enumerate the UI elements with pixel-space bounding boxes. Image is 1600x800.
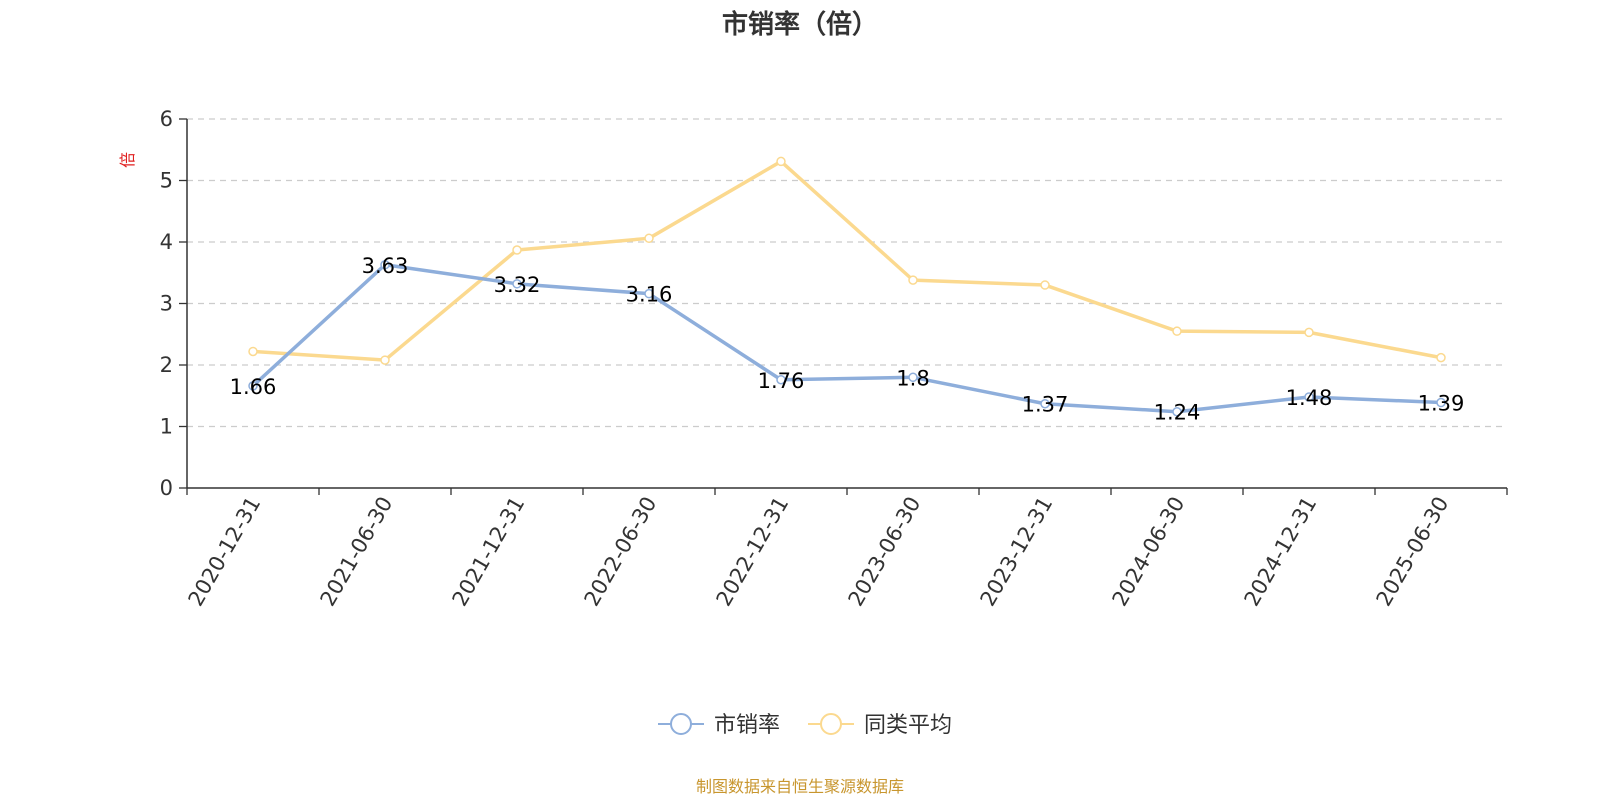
y-axis-label: 倍 bbox=[118, 152, 137, 168]
data-point[interactable] bbox=[248, 381, 258, 391]
data-label: 1.39 bbox=[1418, 392, 1465, 416]
legend-item[interactable]: 同类平均 bbox=[808, 713, 952, 738]
data-labels: 1.66 3.63 3.32 3.16 1.76 1.8 1.37 1.24 1.48 1.39 bbox=[230, 254, 1465, 425]
data-point[interactable] bbox=[1304, 392, 1314, 402]
y-tick-label: 4 bbox=[160, 230, 173, 254]
x-tick-label: 2020-12-31 bbox=[184, 493, 266, 611]
y-tick-label: 1 bbox=[160, 415, 173, 439]
data-point[interactable] bbox=[908, 275, 918, 285]
data-point[interactable] bbox=[512, 245, 522, 255]
grid-lines bbox=[187, 118, 1507, 428]
source-note: 制图数据来自恒生聚源数据库 bbox=[696, 777, 904, 796]
x-tick-label: 2021-12-31 bbox=[448, 493, 530, 611]
data-point[interactable] bbox=[1304, 327, 1314, 338]
x-tick-label: 2025-06-30 bbox=[1372, 493, 1454, 611]
data-label: 3.16 bbox=[626, 283, 673, 307]
data-point[interactable] bbox=[776, 156, 786, 167]
data-point[interactable] bbox=[512, 279, 522, 289]
data-point[interactable] bbox=[644, 233, 654, 244]
legend-marker bbox=[670, 713, 692, 735]
data-point[interactable] bbox=[1040, 398, 1050, 409]
x-tick-label: 2024-12-31 bbox=[1240, 493, 1322, 611]
data-label: 1.76 bbox=[758, 369, 805, 393]
data-point[interactable] bbox=[1040, 280, 1050, 290]
data-point[interactable] bbox=[1436, 352, 1446, 363]
legend-marker bbox=[820, 713, 842, 735]
data-point[interactable] bbox=[1172, 326, 1182, 336]
y-tick-label: 6 bbox=[160, 107, 173, 131]
data-point[interactable] bbox=[1436, 397, 1446, 408]
data-label: 3.63 bbox=[362, 254, 409, 278]
y-tick-label: 2 bbox=[160, 353, 173, 377]
y-tick-label: 5 bbox=[160, 169, 173, 193]
data-point[interactable] bbox=[1172, 406, 1182, 417]
data-label: 1.48 bbox=[1286, 386, 1333, 410]
series-group bbox=[248, 156, 1446, 417]
x-tick-label: 2022-12-31 bbox=[712, 493, 794, 611]
legend-label: 同类平均 bbox=[864, 713, 952, 738]
data-label: 1.8 bbox=[896, 366, 929, 390]
x-tick-label: 2024-06-30 bbox=[1108, 493, 1190, 611]
data-point[interactable] bbox=[380, 355, 390, 365]
legend-label: 市销率 bbox=[714, 713, 780, 738]
data-label: 1.37 bbox=[1022, 393, 1069, 417]
x-tick-label: 2021-06-30 bbox=[316, 493, 398, 611]
legend-item[interactable]: 市销率 bbox=[658, 713, 780, 738]
data-point[interactable] bbox=[380, 260, 390, 270]
legend[interactable]: 市销率 同类平均 bbox=[658, 713, 952, 738]
y-tick-label: 3 bbox=[160, 292, 173, 316]
data-label: 1.66 bbox=[230, 375, 277, 399]
data-point[interactable] bbox=[776, 375, 786, 385]
data-point[interactable] bbox=[908, 372, 918, 383]
x-tick-label: 2022-06-30 bbox=[580, 493, 662, 611]
data-label: 3.32 bbox=[494, 273, 541, 297]
data-label: 1.24 bbox=[1154, 401, 1201, 425]
x-tick-label: 2023-06-30 bbox=[844, 493, 926, 611]
series-line bbox=[252, 159, 1442, 362]
chart-title: 市销率（倍） bbox=[722, 9, 878, 40]
series-line bbox=[251, 263, 1442, 414]
x-tick-label: 2023-12-31 bbox=[976, 493, 1058, 611]
data-point[interactable] bbox=[644, 288, 654, 299]
data-point[interactable] bbox=[248, 346, 258, 357]
y-tick-label: 0 bbox=[160, 476, 173, 500]
